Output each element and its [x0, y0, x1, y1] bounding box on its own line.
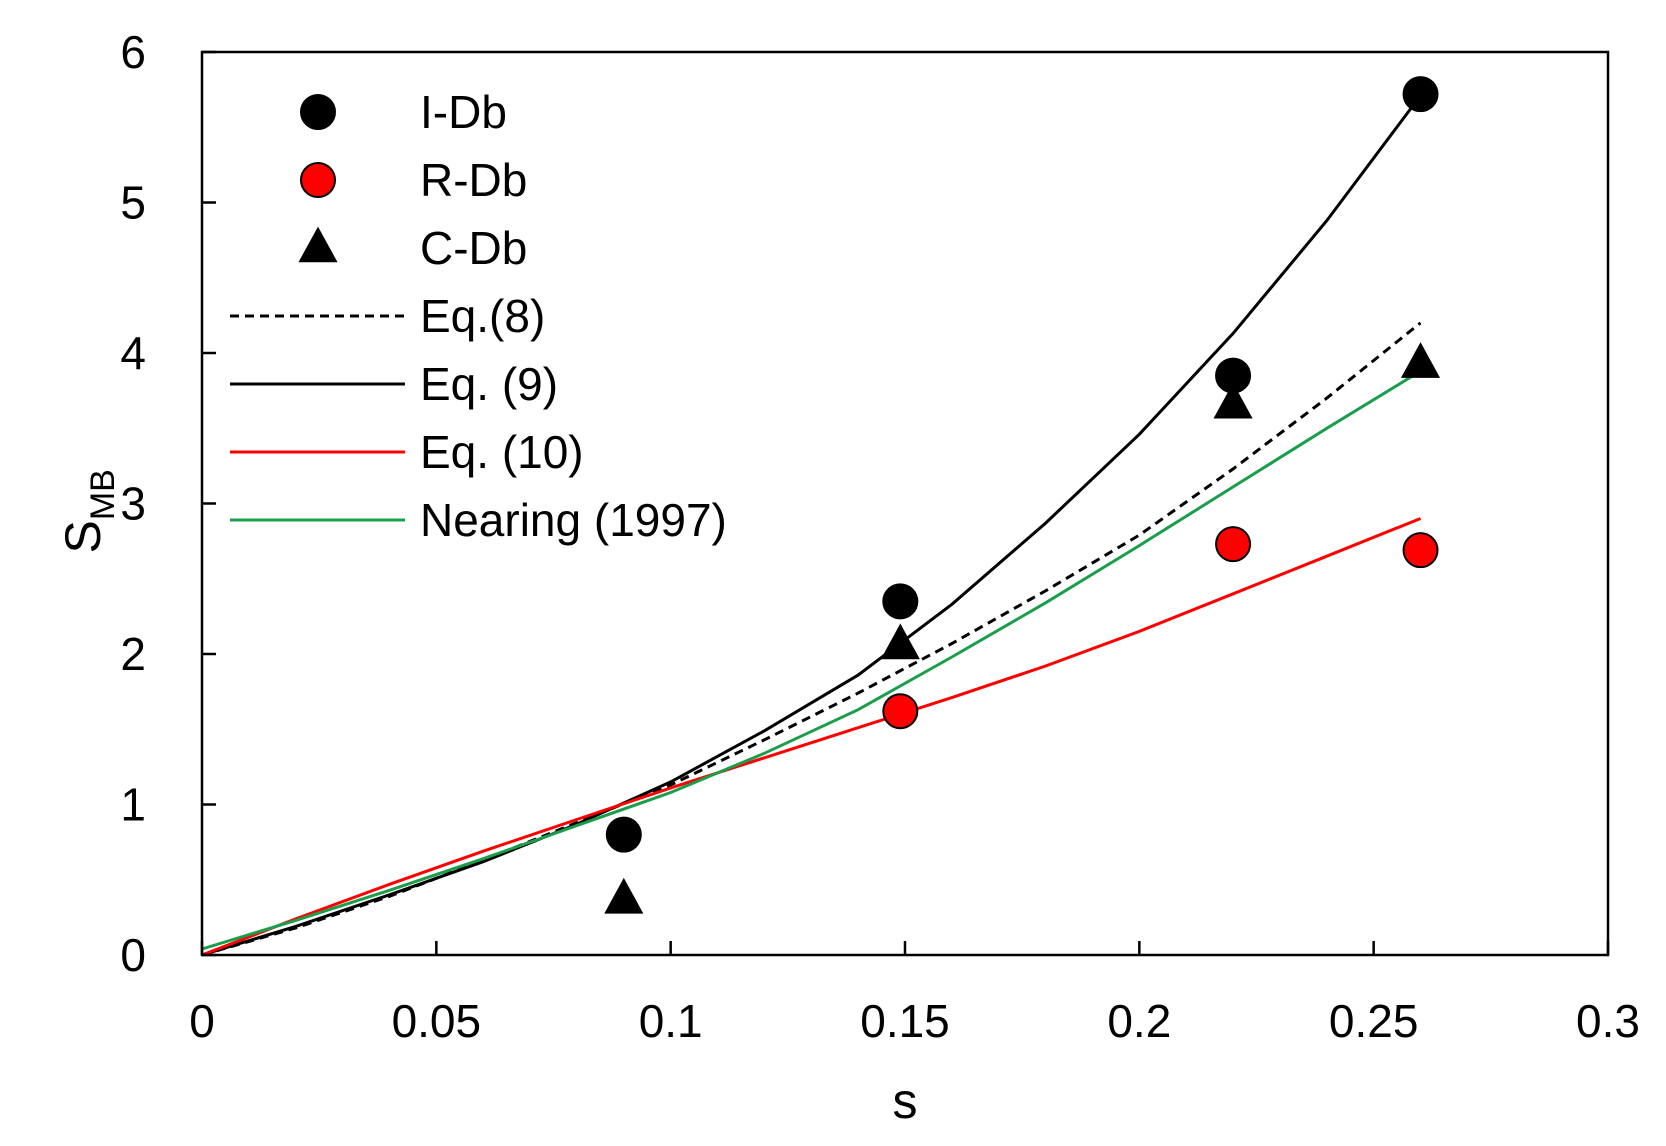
series-line-eq-9	[201, 94, 1422, 957]
data-point-r-db	[882, 693, 919, 730]
legend-label-eq-10: Eq. (10)	[420, 426, 584, 478]
series-points	[604, 76, 1441, 914]
legend-marker-r-db	[300, 162, 336, 198]
data-point-r-db	[1215, 526, 1252, 563]
data-point-i-db	[882, 583, 919, 620]
legend-label-i-db: I-Db	[420, 86, 507, 138]
legend-marker-c-db	[298, 226, 338, 263]
y-tick-label: 6	[120, 26, 146, 78]
x-tick-label: 0.05	[392, 995, 482, 1047]
y-tick-label: 0	[120, 929, 146, 981]
data-point-c-db	[1400, 342, 1441, 378]
series-line-nearing-1997	[201, 369, 1422, 951]
data-point-r-db	[1402, 532, 1439, 569]
legend-label-c-db: C-Db	[420, 222, 527, 274]
legend: I-Db R-Db C-Db Eq.(8) Eq. (9) Eq. (10) Nearing…	[230, 86, 727, 546]
x-tick-label: 0.1	[639, 995, 703, 1047]
x-tick-label: 0.3	[1576, 995, 1640, 1047]
legend-label-r-db: R-Db	[420, 154, 527, 206]
y-tick-label: 3	[120, 478, 146, 530]
data-point-c-db	[880, 623, 920, 660]
data-point-c-db	[1213, 382, 1253, 419]
y-axis-title-subscript: MB	[84, 469, 122, 520]
y-axis-title-main: S	[55, 520, 111, 553]
data-point-i-db	[1402, 76, 1439, 113]
y-axis-title: SMB	[55, 469, 122, 553]
y-tick-label: 2	[120, 628, 146, 680]
axis-ticks: 0 0.05 0.1 0.15 0.2 0.25 0.3 0 1 2 3 4 5 6	[120, 26, 1640, 1047]
y-tick-label: 5	[120, 177, 146, 229]
plot-frame	[200, 50, 1610, 957]
legend-label-eq-9: Eq. (9)	[420, 358, 558, 410]
x-tick-label: 0.15	[860, 995, 950, 1047]
data-point-i-db	[605, 816, 642, 853]
y-tick-label: 1	[120, 779, 146, 831]
legend-label-eq-8: Eq.(8)	[420, 290, 545, 342]
x-tick-label: 0.2	[1107, 995, 1171, 1047]
legend-marker-i-db	[300, 94, 336, 130]
data-point-c-db	[604, 877, 644, 914]
y-tick-label: 4	[120, 327, 146, 379]
x-tick-label: 0.25	[1329, 995, 1419, 1047]
legend-label-nearing-1997: Nearing (1997)	[420, 494, 727, 546]
series-line-eq-10	[201, 517, 1422, 957]
series-lines	[201, 94, 1422, 957]
x-tick-label: 0	[189, 995, 215, 1047]
x-axis-title: s	[893, 1073, 918, 1129]
